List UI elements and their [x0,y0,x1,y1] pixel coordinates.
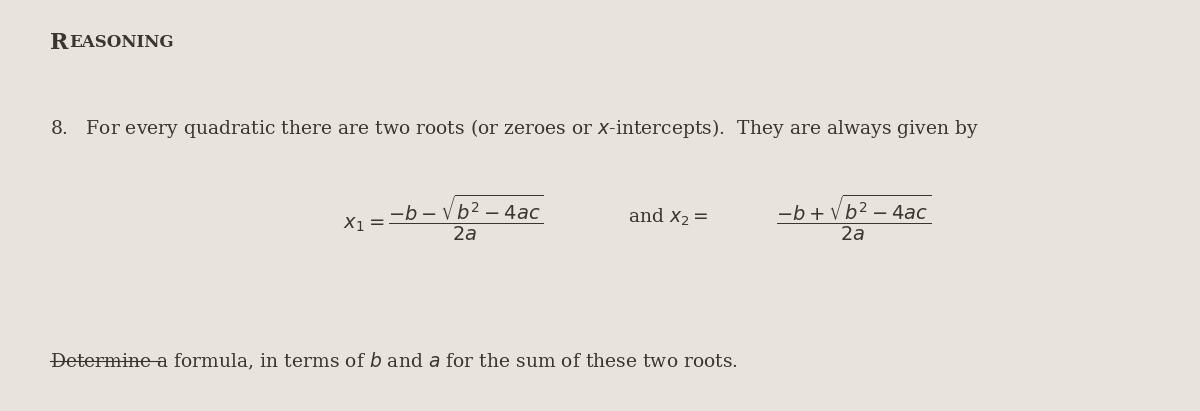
Text: and $x_2 =$: and $x_2 =$ [629,207,709,228]
Text: EASONING: EASONING [68,35,174,51]
Text: Determine a formula, in terms of $b$ and $a$ for the sum of these two roots.: Determine a formula, in terms of $b$ and… [50,351,738,372]
Text: 8.   For every quadratic there are two roots (or zeroes or $x$-intercepts).  The: 8. For every quadratic there are two roo… [50,117,979,140]
Text: R: R [50,32,68,54]
Text: $x_1 = \dfrac{-b-\sqrt{b^2-4ac}}{2a}$: $x_1 = \dfrac{-b-\sqrt{b^2-4ac}}{2a}$ [343,192,544,243]
Text: $\dfrac{-b+\sqrt{b^2-4ac}}{2a}$: $\dfrac{-b+\sqrt{b^2-4ac}}{2a}$ [776,192,931,243]
